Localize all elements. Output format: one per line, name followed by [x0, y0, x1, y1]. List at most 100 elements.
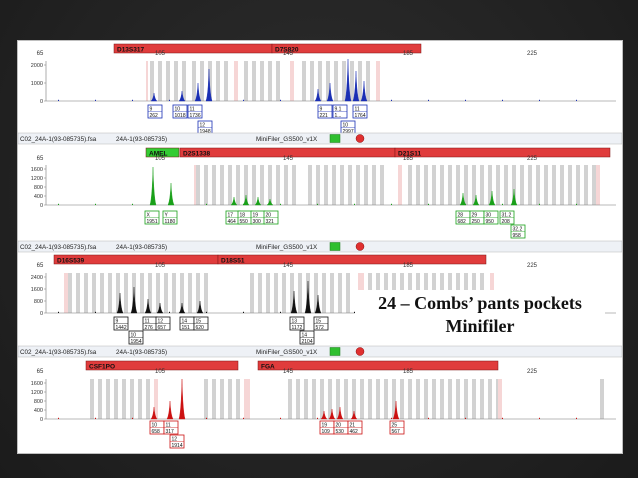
baseline-noise — [465, 203, 466, 205]
allele-bin — [296, 379, 300, 419]
baseline-noise — [169, 203, 170, 205]
signal-peak — [488, 190, 496, 206]
y-tick-label: 800 — [34, 299, 43, 305]
allele-bin — [464, 379, 468, 419]
panel-toggle-icon — [329, 347, 341, 356]
allele-call-height: 151 — [182, 325, 191, 331]
allele-call-height: 1180 — [165, 219, 176, 225]
allele-bin — [552, 165, 556, 205]
allele-bin — [164, 273, 168, 313]
baseline-noise — [317, 417, 318, 419]
header-kit: MiniFiler_GS500_v1X — [256, 244, 318, 251]
signal-peak — [242, 194, 250, 206]
allele-call-name: 9 — [116, 319, 119, 325]
allele-bin-pink — [194, 165, 196, 205]
allele-bin — [290, 273, 294, 313]
allele-bin — [316, 165, 320, 205]
axis-tick-label: 65 — [37, 369, 44, 375]
signal-peak — [314, 294, 322, 314]
allele-bin — [318, 61, 322, 101]
allele-bin — [228, 165, 232, 205]
baseline-noise — [95, 417, 96, 419]
signal-peak — [144, 298, 152, 314]
allele-call-height: 620 — [196, 325, 205, 331]
allele-bin — [448, 165, 452, 205]
signal-peak — [510, 188, 518, 206]
baseline-noise — [132, 311, 133, 313]
allele-call-height: 221 — [320, 113, 329, 119]
signal-peak — [314, 88, 322, 102]
allele-bin — [348, 165, 352, 205]
allele-bin-pink — [596, 165, 600, 205]
baseline-noise — [95, 311, 96, 313]
axis-tick-label: 145 — [283, 51, 294, 57]
allele-call-name: 29 — [472, 213, 478, 219]
axis-tick-label: 225 — [527, 369, 538, 375]
allele-call-name: 9 — [150, 107, 153, 113]
allele-bin — [520, 165, 524, 205]
y-tick-label: 0 — [40, 203, 43, 209]
baseline-noise — [428, 99, 429, 101]
allele-bin — [150, 61, 154, 101]
allele-bin — [326, 61, 330, 101]
allele-bin — [204, 379, 208, 419]
allele-bin — [512, 165, 516, 205]
allele-call-height: 1764 — [355, 113, 366, 119]
allele-call-height: 1954 — [131, 339, 142, 345]
allele-bin — [260, 61, 264, 101]
allele-call-box: 9.11... — [332, 104, 348, 119]
allele-bin — [100, 273, 104, 313]
allele-bin-pink — [244, 379, 250, 419]
allele-bin — [600, 379, 604, 419]
marker-bar — [145, 147, 180, 158]
baseline-noise — [354, 311, 355, 313]
allele-bin — [148, 273, 152, 313]
allele-bin — [284, 165, 288, 205]
allele-bin — [216, 61, 220, 101]
allele-bin — [528, 165, 532, 205]
allele-bin — [228, 379, 232, 419]
allele-bin — [496, 165, 500, 205]
panel-header — [18, 132, 622, 145]
allele-bin — [340, 165, 344, 205]
y-tick-label: 800 — [34, 185, 43, 191]
panel-record-icon — [355, 134, 365, 143]
allele-bin — [344, 379, 348, 419]
baseline-noise — [465, 417, 466, 419]
allele-bin — [568, 165, 572, 205]
baseline-noise — [354, 203, 355, 205]
y-tick-label: 1600 — [31, 381, 43, 387]
signal-peak — [149, 166, 157, 206]
baseline-noise — [465, 99, 466, 101]
allele-bin — [330, 273, 334, 313]
allele-bin — [236, 379, 240, 419]
allele-bin — [200, 61, 204, 101]
allele-call-height: 109 — [322, 429, 331, 435]
allele-bin — [448, 379, 452, 419]
allele-call-name: 12 — [172, 437, 178, 443]
allele-bin — [156, 273, 160, 313]
baseline-noise — [58, 417, 59, 419]
baseline-noise — [280, 417, 281, 419]
allele-bin-pink — [398, 165, 402, 205]
allele-call-height: 657 — [158, 325, 167, 331]
allele-call-name: 9.1 — [335, 107, 342, 113]
allele-call-height: 958 — [513, 233, 522, 239]
allele-call-height: 682 — [458, 219, 467, 225]
baseline-noise — [206, 417, 207, 419]
allele-bin — [576, 165, 580, 205]
allele-bin — [258, 273, 262, 313]
marker-label: AMEL — [149, 151, 167, 158]
axis-tick-label: 145 — [283, 156, 294, 162]
baseline-noise — [539, 417, 540, 419]
baseline-noise — [243, 99, 244, 101]
allele-bin — [92, 273, 96, 313]
allele-bin — [192, 61, 196, 101]
